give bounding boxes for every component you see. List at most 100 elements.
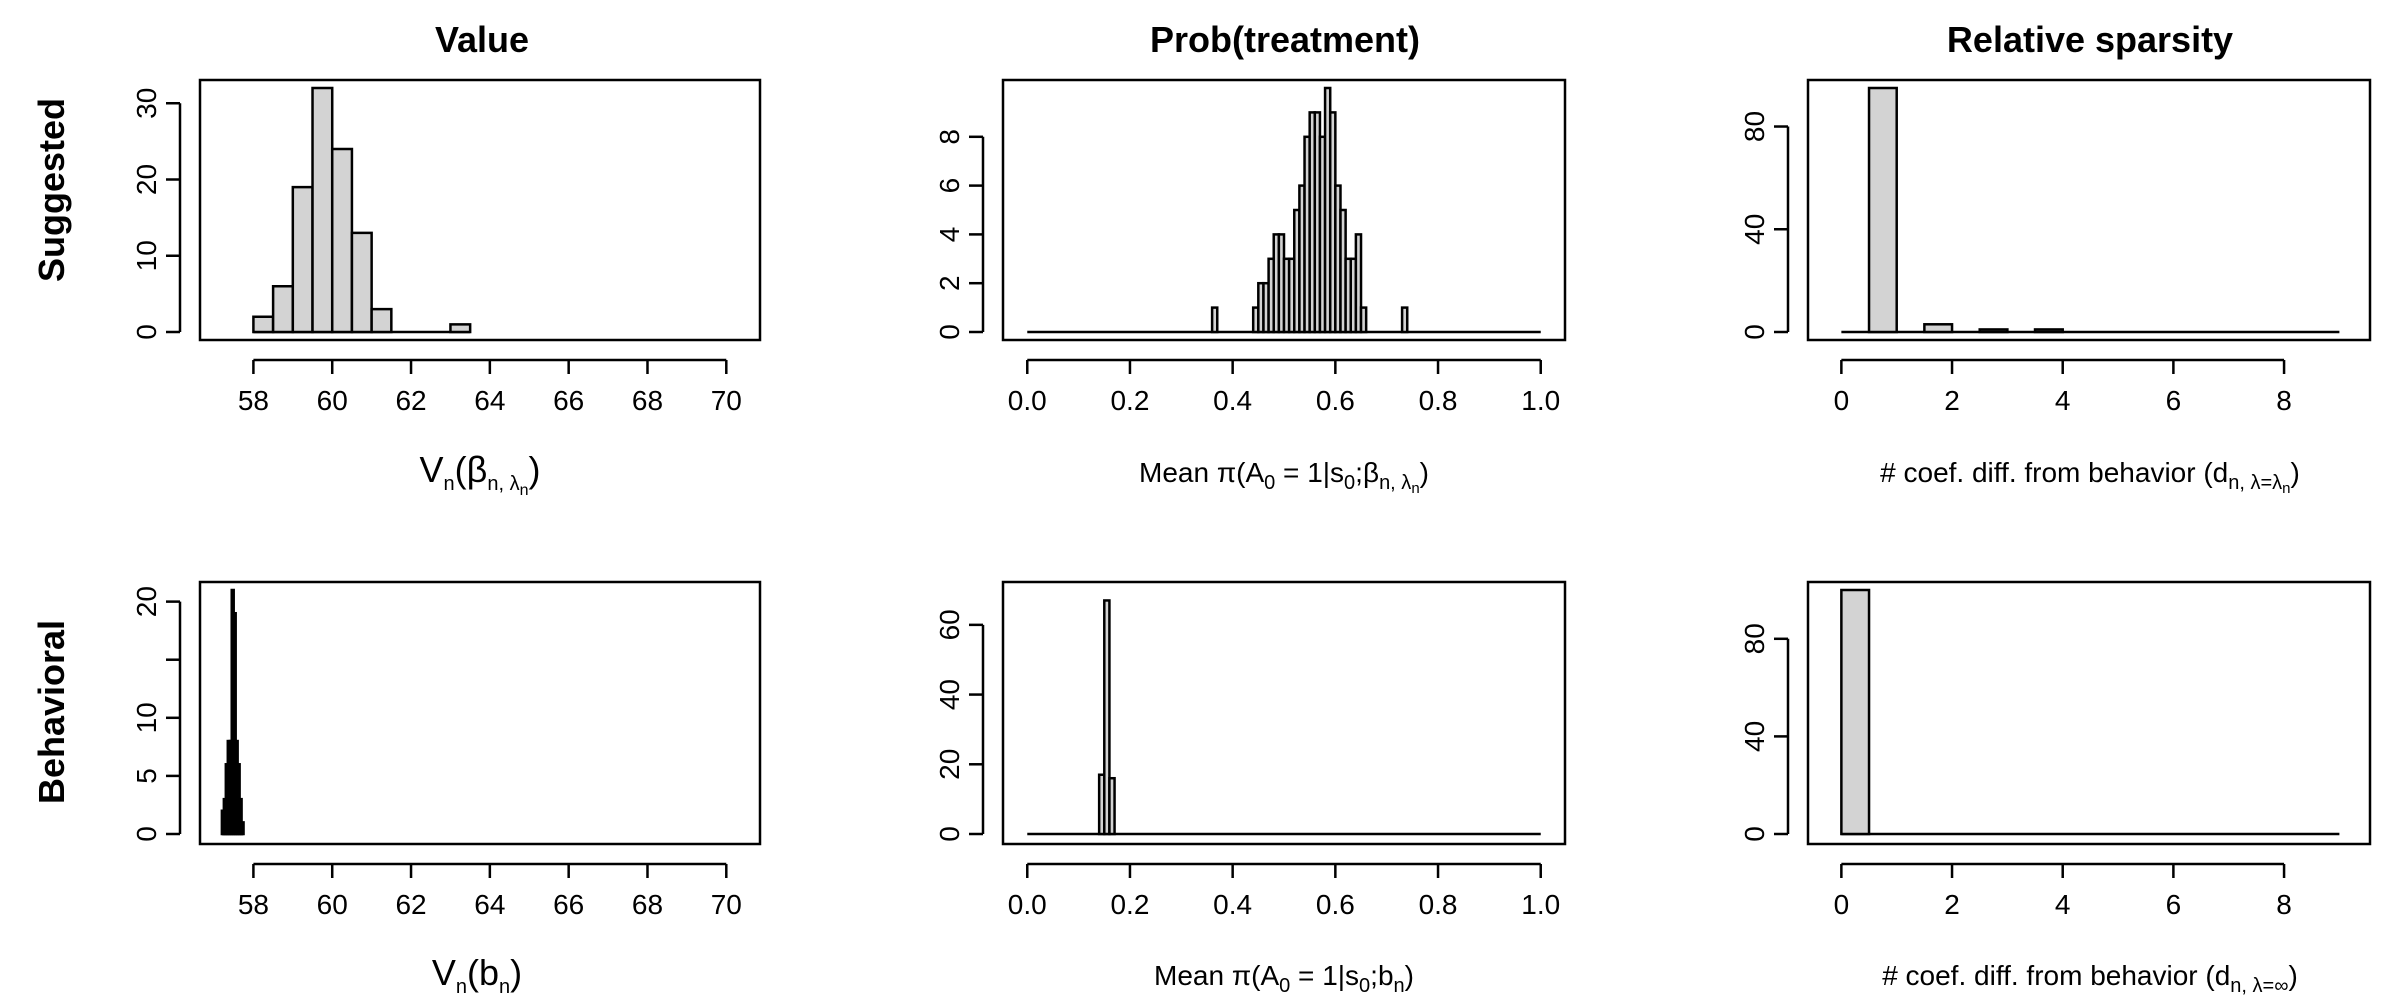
x-tick-label: 0.2 — [1110, 889, 1149, 920]
panel-behavioral-value: 58 60 62 64 66 68 70 0 5 10 20 Vn(bn) — [131, 580, 762, 998]
plot-frame — [198, 580, 762, 846]
x-tick-label: 6 — [2166, 385, 2182, 416]
x-tick-label: 70 — [711, 889, 742, 920]
x-tick-label: 2 — [1944, 385, 1960, 416]
histogram-bar — [350, 231, 373, 334]
x-tick-label: 0.8 — [1419, 385, 1458, 416]
histogram-bar — [252, 315, 275, 334]
y-tick-label: 4 — [934, 227, 965, 243]
y-tick-label: 0 — [934, 324, 965, 340]
histogram-bar — [370, 307, 393, 334]
y-tick-label: 20 — [934, 749, 965, 780]
y-tick-label: 5 — [131, 768, 162, 784]
x-tick-label: 1.0 — [1521, 385, 1560, 416]
y-tick-label: 10 — [131, 702, 162, 733]
plot-frame — [1806, 580, 2372, 846]
y-tick-label: 0 — [934, 826, 965, 842]
histogram-bar — [2033, 328, 2064, 334]
x-tick-label: 62 — [395, 385, 426, 416]
histogram-bar — [1210, 306, 1219, 334]
x-axis-label: Mean π(A0 = 1|s0;βn, λn) — [1139, 457, 1429, 497]
y-tick-label: 20 — [131, 164, 162, 195]
histogram-bar — [1840, 588, 1871, 836]
x-axis-label: Vn(βn, λn) — [420, 449, 541, 499]
x-tick-label: 0.6 — [1316, 889, 1355, 920]
histogram-bar — [1867, 86, 1898, 334]
y-tick-label: 0 — [1739, 826, 1770, 842]
plot-frame — [198, 78, 762, 342]
x-axis-label: Mean π(A0 = 1|s0;bn) — [1154, 960, 1414, 997]
x-tick-label: 8 — [2276, 385, 2292, 416]
plot-frame — [1806, 78, 2372, 342]
histogram-bar — [291, 185, 314, 334]
x-tick-label: 66 — [553, 889, 584, 920]
x-tick-label: 0.4 — [1213, 385, 1252, 416]
x-tick-label: 8 — [2276, 889, 2292, 920]
x-tick-label: 70 — [711, 385, 742, 416]
plot-frame — [1001, 78, 1567, 342]
histogram-bar — [1923, 323, 1954, 334]
x-tick-label: 64 — [474, 385, 505, 416]
y-tick-label: 80 — [1739, 111, 1770, 142]
histogram-bar — [1103, 599, 1111, 836]
x-tick-label: 1.0 — [1521, 889, 1560, 920]
col-title-value: Value — [435, 19, 529, 60]
histogram-bar — [240, 821, 245, 836]
histogram-bar — [449, 323, 472, 334]
histogram-bar — [1400, 306, 1409, 334]
plot-frame — [1001, 580, 1567, 846]
y-tick-label: 0 — [131, 826, 162, 842]
row-title-behavioral: Behavioral — [31, 620, 72, 804]
x-tick-label: 60 — [317, 385, 348, 416]
histogram-bar — [1359, 306, 1368, 334]
x-axis-label: Vn(bn) — [432, 952, 522, 998]
x-tick-label: 68 — [632, 889, 663, 920]
x-tick-label: 6 — [2166, 889, 2182, 920]
panel-suggested-value: 58 60 62 64 66 68 70 0 10 20 30 Vn(βn, λn) — [131, 78, 762, 499]
x-tick-label: 0.4 — [1213, 889, 1252, 920]
x-tick-label: 60 — [317, 889, 348, 920]
x-tick-label: 58 — [238, 385, 269, 416]
histogram-bar — [271, 285, 295, 334]
x-tick-label: 64 — [474, 889, 505, 920]
y-tick-label: 40 — [1739, 214, 1770, 245]
histogram-bar — [1354, 233, 1363, 334]
y-tick-label: 40 — [1739, 721, 1770, 752]
panel-behavioral-prob-treatment: 0.0 0.2 0.4 0.6 0.8 1.0 0 20 40 60 Mean π(A0 = 1|… — [934, 580, 1567, 997]
y-tick-label: 8 — [934, 129, 965, 145]
y-tick-label: 0 — [131, 324, 162, 340]
x-tick-label: 0.0 — [1008, 889, 1047, 920]
histogram-bar — [1108, 776, 1116, 836]
x-tick-label: 0.2 — [1110, 385, 1149, 416]
x-tick-label: 58 — [238, 889, 269, 920]
x-tick-label: 4 — [2055, 889, 2071, 920]
x-tick-label: 4 — [2055, 385, 2071, 416]
y-tick-label: 40 — [934, 679, 965, 710]
x-tick-label: 0 — [1834, 385, 1850, 416]
histogram-bar — [330, 147, 354, 334]
x-tick-label: 0.8 — [1419, 889, 1458, 920]
row-title-suggested: Suggested — [31, 98, 72, 282]
y-tick-label: 10 — [131, 240, 162, 271]
y-tick-label: 20 — [131, 586, 162, 617]
x-axis-label: # coef. diff. from behavior (dn, λ=λn) — [1880, 457, 2300, 497]
y-tick-label: 0 — [1739, 324, 1770, 340]
x-tick-label: 66 — [553, 385, 584, 416]
histogram-bar — [1978, 328, 2009, 334]
panel-suggested-prob-treatment: 0.0 0.2 0.4 0.6 0.8 1.0 0 2 4 6 8 Mean π(A0 = 1|s0… — [934, 78, 1567, 497]
x-tick-label: 0.6 — [1316, 385, 1355, 416]
x-axis-label: # coef. diff. from behavior (dn, λ=∞) — [1882, 960, 2298, 997]
x-tick-label: 0 — [1834, 889, 1850, 920]
x-tick-label: 0.0 — [1008, 385, 1047, 416]
y-tick-label: 30 — [131, 88, 162, 119]
x-tick-label: 62 — [395, 889, 426, 920]
col-title-prob-treatment: Prob(treatment) — [1150, 19, 1420, 60]
x-tick-label: 68 — [632, 385, 663, 416]
col-title-relative-sparsity: Relative sparsity — [1947, 19, 2233, 60]
y-tick-label: 80 — [1739, 623, 1770, 654]
histogram-bar — [311, 86, 334, 334]
y-tick-label: 60 — [934, 609, 965, 640]
